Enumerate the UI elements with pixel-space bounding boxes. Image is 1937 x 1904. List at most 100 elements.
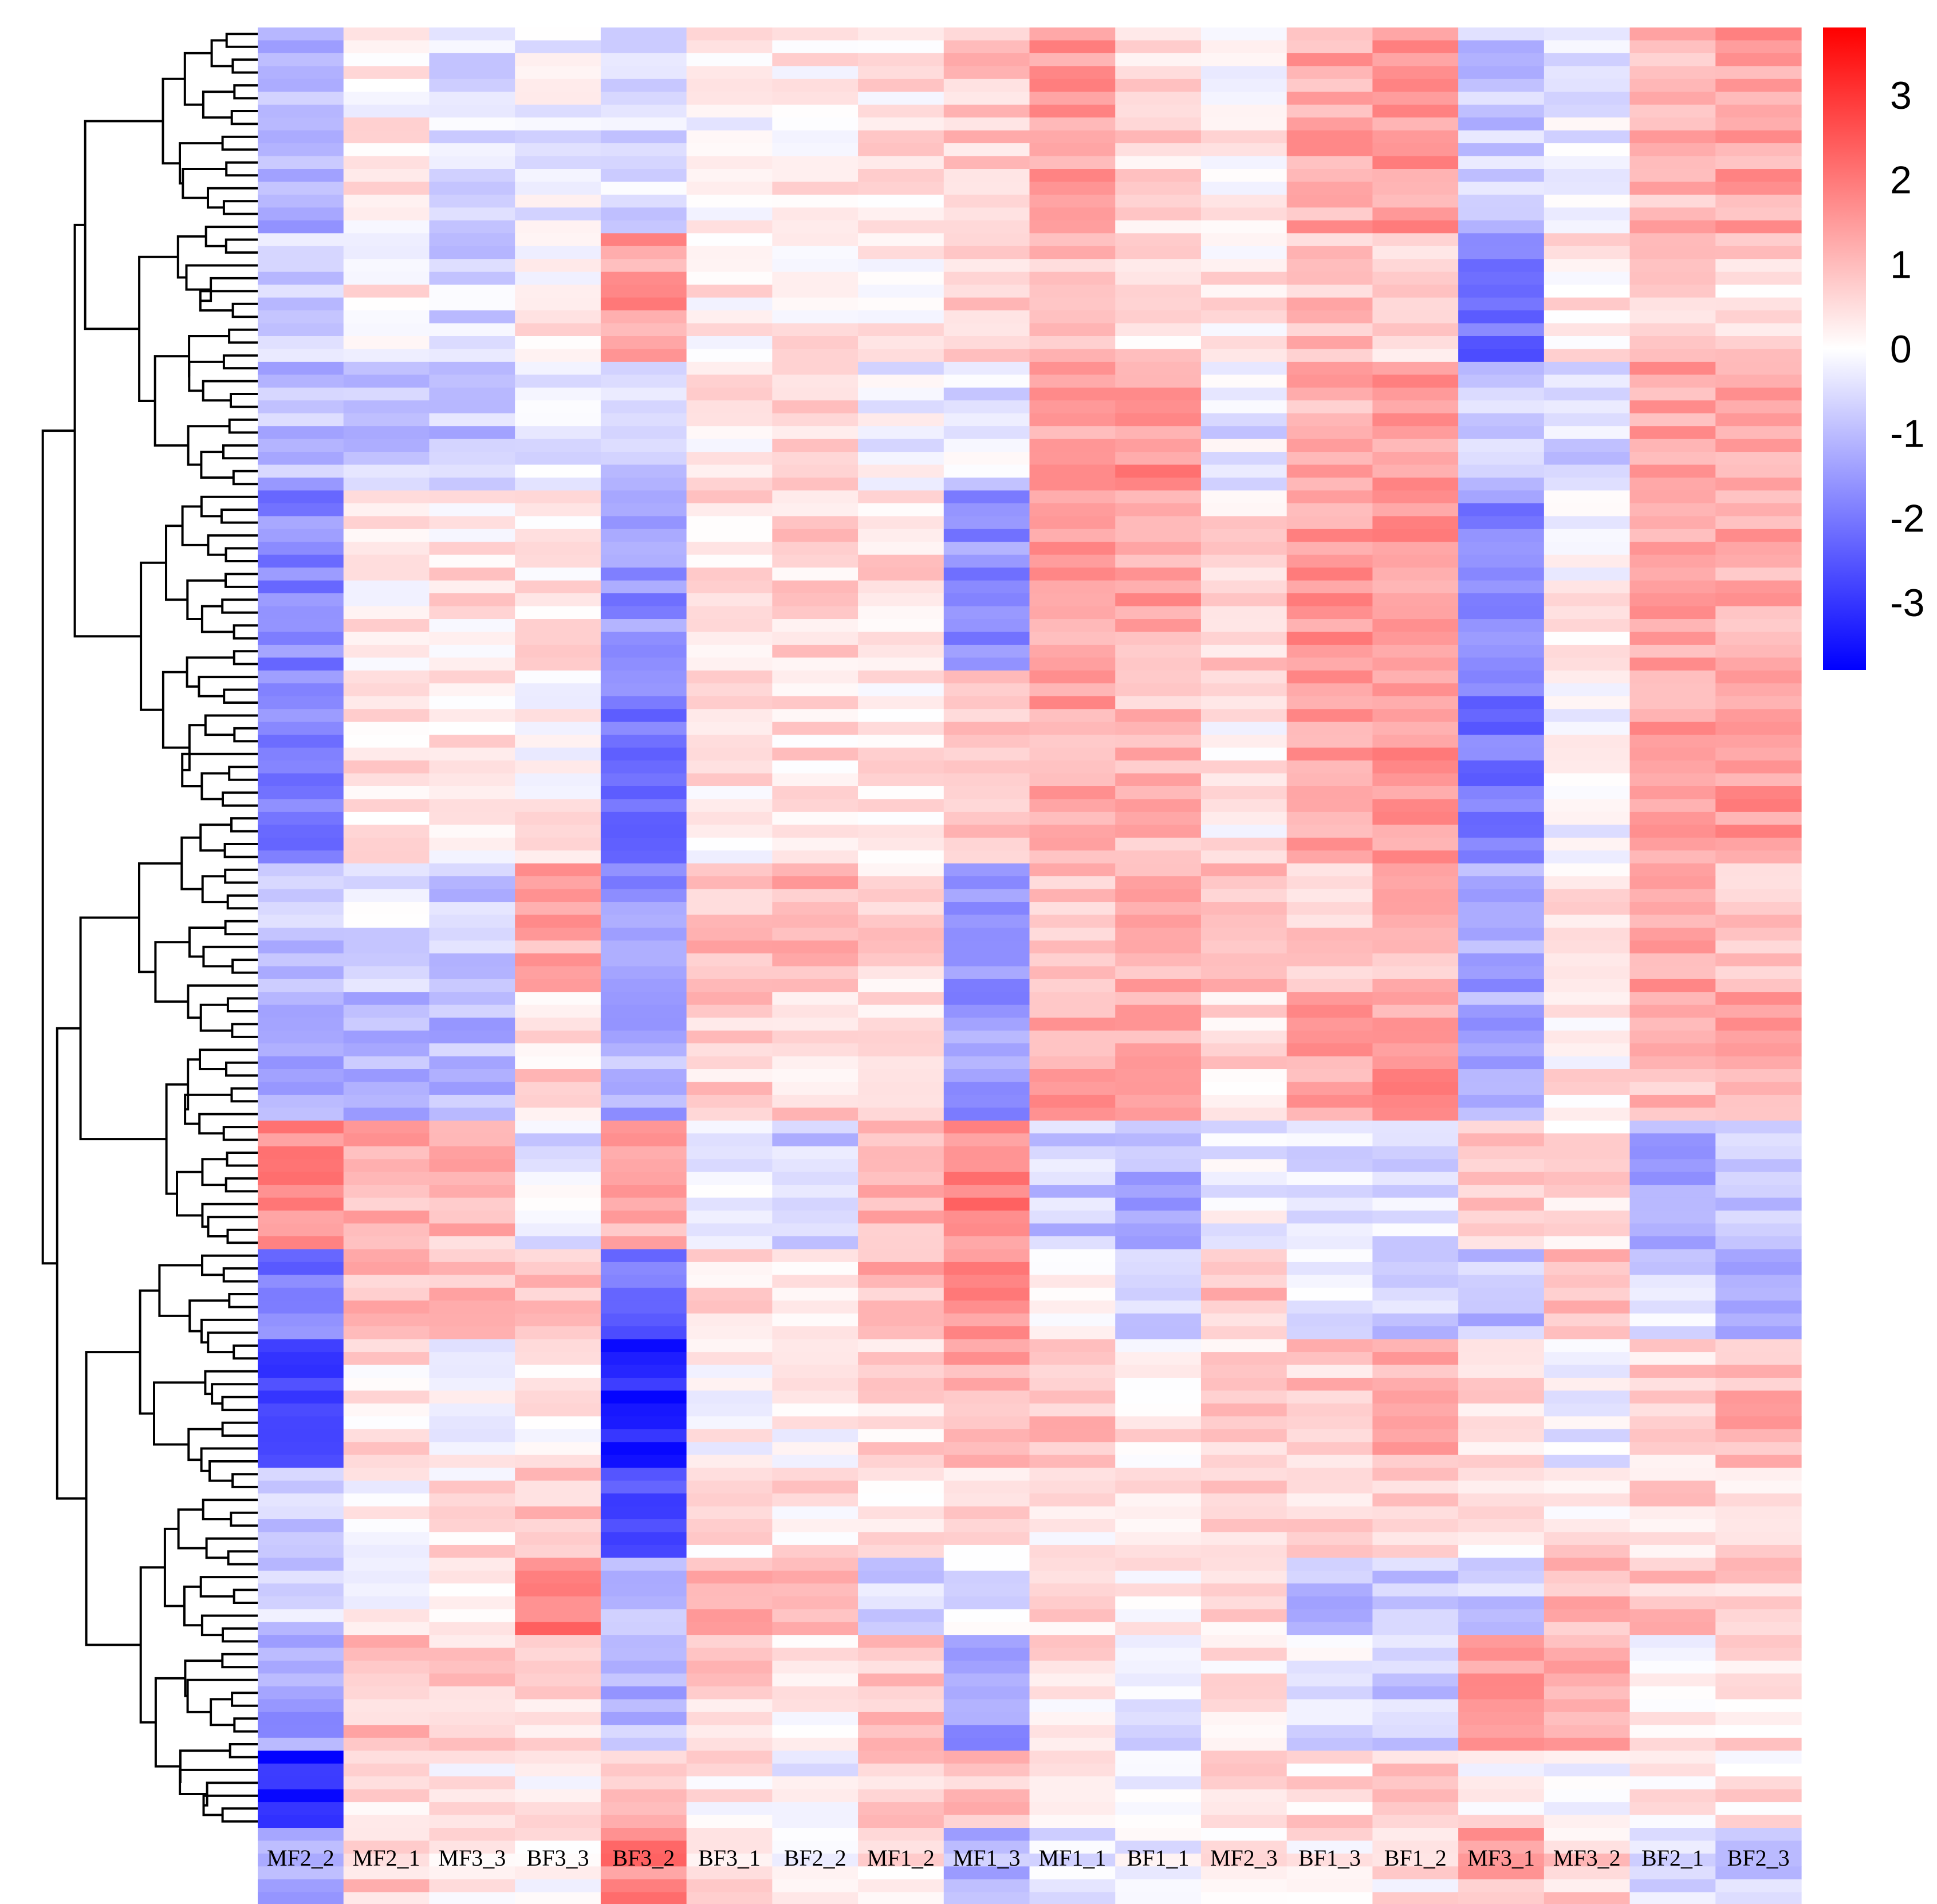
- heatmap-cell: [1029, 1596, 1116, 1610]
- heatmap-cell: [1372, 1686, 1459, 1700]
- heatmap-cell: [343, 1287, 430, 1301]
- heatmap-cell: [1544, 1069, 1631, 1083]
- heatmap-cell: [858, 1828, 944, 1842]
- heatmap-cell: [1029, 644, 1116, 658]
- heatmap-cell: [1115, 1442, 1202, 1456]
- heatmap-cell: [1286, 747, 1373, 761]
- heatmap-cell: [1544, 285, 1631, 298]
- heatmap-cell: [1286, 1043, 1373, 1057]
- heatmap-cell: [258, 1442, 344, 1456]
- dendrogram-link: [202, 945, 258, 968]
- heatmap-cell: [1372, 1647, 1459, 1661]
- heatmap-cell: [772, 1211, 859, 1224]
- heatmap-cell: [1544, 1532, 1631, 1546]
- heatmap-cell: [1200, 644, 1288, 658]
- dendrogram-link: [221, 598, 258, 614]
- heatmap-cell: [429, 1287, 515, 1301]
- dendrogram-link: [138, 255, 178, 402]
- heatmap-cell: [343, 529, 430, 542]
- heatmap-cell: [1458, 1544, 1545, 1558]
- heatmap-cell: [1372, 876, 1459, 890]
- heatmap-cell: [858, 837, 944, 851]
- heatmap-cell: [1544, 156, 1631, 169]
- heatmap-cell: [1029, 1159, 1116, 1173]
- column-labels: MF2_2 MF2_1 MF3_3 BF3_3 BF3_2 BF3_1 BF2_2 MF1_2…: [267, 1845, 1790, 1871]
- heatmap-cell: [429, 1133, 515, 1147]
- heatmap-cell: [343, 1763, 430, 1777]
- heatmap-cell: [1544, 413, 1631, 427]
- dendrogram-link: [222, 444, 258, 460]
- heatmap-cell: [1115, 143, 1202, 157]
- heatmap-cell: [343, 1018, 430, 1031]
- heatmap-cell: [1715, 490, 1802, 504]
- heatmap-cell: [1286, 1853, 1373, 1867]
- heatmap-cell: [343, 811, 430, 825]
- column-label: BF2_3: [1727, 1845, 1790, 1871]
- heatmap-cell: [686, 104, 773, 118]
- heatmap-cell: [686, 516, 773, 530]
- heatmap-cell: [1200, 1018, 1288, 1031]
- heatmap-cell: [1458, 799, 1545, 813]
- heatmap-cell: [515, 928, 601, 941]
- heatmap-cell: [600, 1544, 687, 1558]
- dendrogram-link: [181, 505, 208, 546]
- heatmap-cell: [1200, 1776, 1288, 1790]
- heatmap-cell: [858, 966, 944, 980]
- heatmap-cell: [1115, 1776, 1202, 1790]
- heatmap-cell: [772, 1596, 859, 1610]
- heatmap-cell: [1544, 259, 1631, 273]
- heatmap-cell: [1629, 619, 1716, 633]
- heatmap-cell: [1458, 657, 1545, 671]
- heatmap-cell: [1286, 1300, 1373, 1314]
- heatmap-cell: [1115, 580, 1202, 594]
- heatmap-cell: [1029, 722, 1116, 735]
- heatmap-cell: [1029, 1275, 1116, 1288]
- heatmap-cell: [515, 1107, 601, 1121]
- dendrogram-link: [222, 791, 258, 807]
- heatmap-cell: [1029, 1763, 1116, 1777]
- heatmap-cell: [772, 529, 859, 542]
- heatmap-cell: [858, 1802, 944, 1816]
- heatmap-cell: [858, 1287, 944, 1301]
- heatmap-cell: [1715, 914, 1802, 928]
- heatmap-cell: [1372, 169, 1459, 183]
- heatmap-cell: [429, 40, 515, 54]
- heatmap-cell: [1115, 1879, 1202, 1893]
- heatmap-cell: [1029, 310, 1116, 324]
- heatmap-cell: [1458, 992, 1545, 1006]
- heatmap-cell: [1286, 1647, 1373, 1661]
- heatmap-cell: [1029, 1828, 1116, 1842]
- heatmap-cell: [1286, 1879, 1373, 1893]
- heatmap-cell: [429, 1815, 515, 1828]
- heatmap-cell: [600, 979, 687, 992]
- heatmap-cell: [1029, 1313, 1116, 1327]
- heatmap-cell: [1115, 1416, 1202, 1430]
- heatmap-cell: [1544, 336, 1631, 350]
- heatmap-cell: [1200, 850, 1288, 864]
- heatmap-cell: [858, 593, 944, 607]
- heatmap-cell: [1458, 1699, 1545, 1713]
- heatmap-cell: [943, 1454, 1030, 1468]
- dendrogram-link: [201, 1203, 258, 1228]
- heatmap-cell: [1629, 837, 1716, 851]
- heatmap-cell: [1372, 271, 1459, 285]
- heatmap-cell: [258, 1892, 344, 1904]
- heatmap-cell: [1286, 1725, 1373, 1739]
- heatmap-cell: [858, 233, 944, 247]
- heatmap-cell: [686, 375, 773, 388]
- heatmap-cell: [258, 1094, 344, 1108]
- heatmap-cell: [686, 953, 773, 967]
- heatmap-cell: [772, 1262, 859, 1275]
- heatmap-cell: [515, 1712, 601, 1725]
- heatmap-cell: [1544, 683, 1631, 697]
- heatmap-cell: [429, 529, 515, 542]
- heatmap-cell: [772, 478, 859, 491]
- heatmap-cell: [1629, 1609, 1716, 1623]
- heatmap-cell: [1286, 1815, 1373, 1828]
- heatmap-cell: [515, 452, 601, 466]
- heatmap-cell: [772, 1442, 859, 1456]
- heatmap-cell: [772, 1815, 859, 1828]
- heatmap-cell: [1115, 1390, 1202, 1404]
- heatmap-cell: [772, 722, 859, 735]
- heatmap-cell: [1200, 1378, 1288, 1391]
